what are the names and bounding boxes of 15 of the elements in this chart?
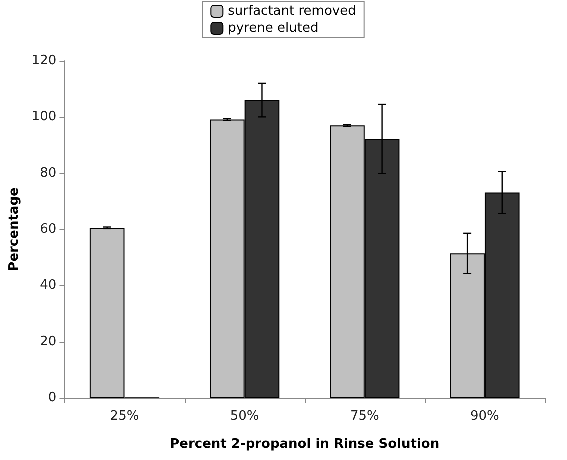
legend-label: surfactant removed (228, 4, 356, 19)
y-tick-label: 100 (32, 110, 57, 125)
y-tick-label: 80 (40, 166, 57, 181)
y-tick-label: 120 (32, 54, 57, 68)
x-axis-title: Percent 2-propanol in Rinse Solution (170, 437, 440, 452)
x-tick-label: 75% (350, 409, 380, 424)
y-axis-title: Percentage (7, 188, 22, 272)
y-tick-label: 40 (40, 278, 57, 294)
x-tick-label: 25% (110, 409, 140, 424)
y-tick-label: 0 (48, 390, 57, 406)
y-tick-label: 20 (40, 334, 57, 350)
x-tick-label: 90% (470, 409, 500, 424)
y-tick-label: 60 (40, 222, 57, 237)
legend-label: pyrene eluted (228, 21, 319, 36)
x-tick-label: 50% (230, 409, 260, 424)
